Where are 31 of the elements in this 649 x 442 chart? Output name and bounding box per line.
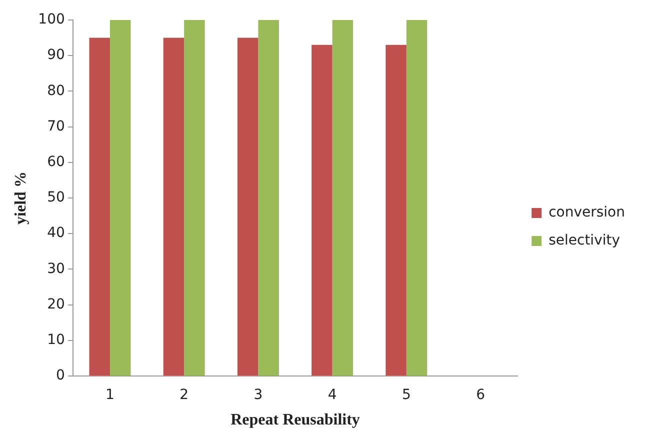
y-tick-label: 40: [47, 225, 65, 242]
bar: [258, 20, 279, 376]
y-tick-label: 70: [47, 118, 65, 134]
x-tick-label: 3: [254, 387, 263, 404]
x-tick-label: 1: [106, 387, 114, 404]
bar: [184, 20, 205, 376]
bar: [332, 20, 354, 376]
y-tick-label: 10: [47, 332, 65, 348]
x-axis-title: Repeat Reusability: [230, 412, 360, 429]
bar: [386, 44, 406, 376]
x-tick-label: 5: [402, 387, 411, 404]
bar: [110, 20, 131, 376]
x-tick-label: 6: [476, 387, 486, 404]
y-tick-label: 0: [56, 368, 65, 384]
x-tick-label: 2: [180, 387, 189, 404]
y-tick-label: 30: [47, 260, 65, 277]
y-tick-label: 20: [47, 296, 65, 312]
bar: [89, 38, 110, 376]
y-axis-title: yield %: [12, 172, 30, 224]
y-tick-label: 100: [38, 12, 65, 28]
y-tick-label: 90: [47, 47, 65, 64]
x-tick-label: 4: [328, 387, 337, 404]
bar: [406, 20, 428, 376]
y-tick-label: 80: [47, 82, 65, 99]
legend-label: selectivity: [548, 232, 620, 249]
y-tick-label: 50: [47, 190, 65, 206]
y-tick-label: 60: [47, 154, 65, 170]
bar: [237, 38, 258, 376]
legend-label: conversion: [548, 204, 626, 221]
bar: [312, 44, 332, 376]
bar: [163, 38, 184, 376]
